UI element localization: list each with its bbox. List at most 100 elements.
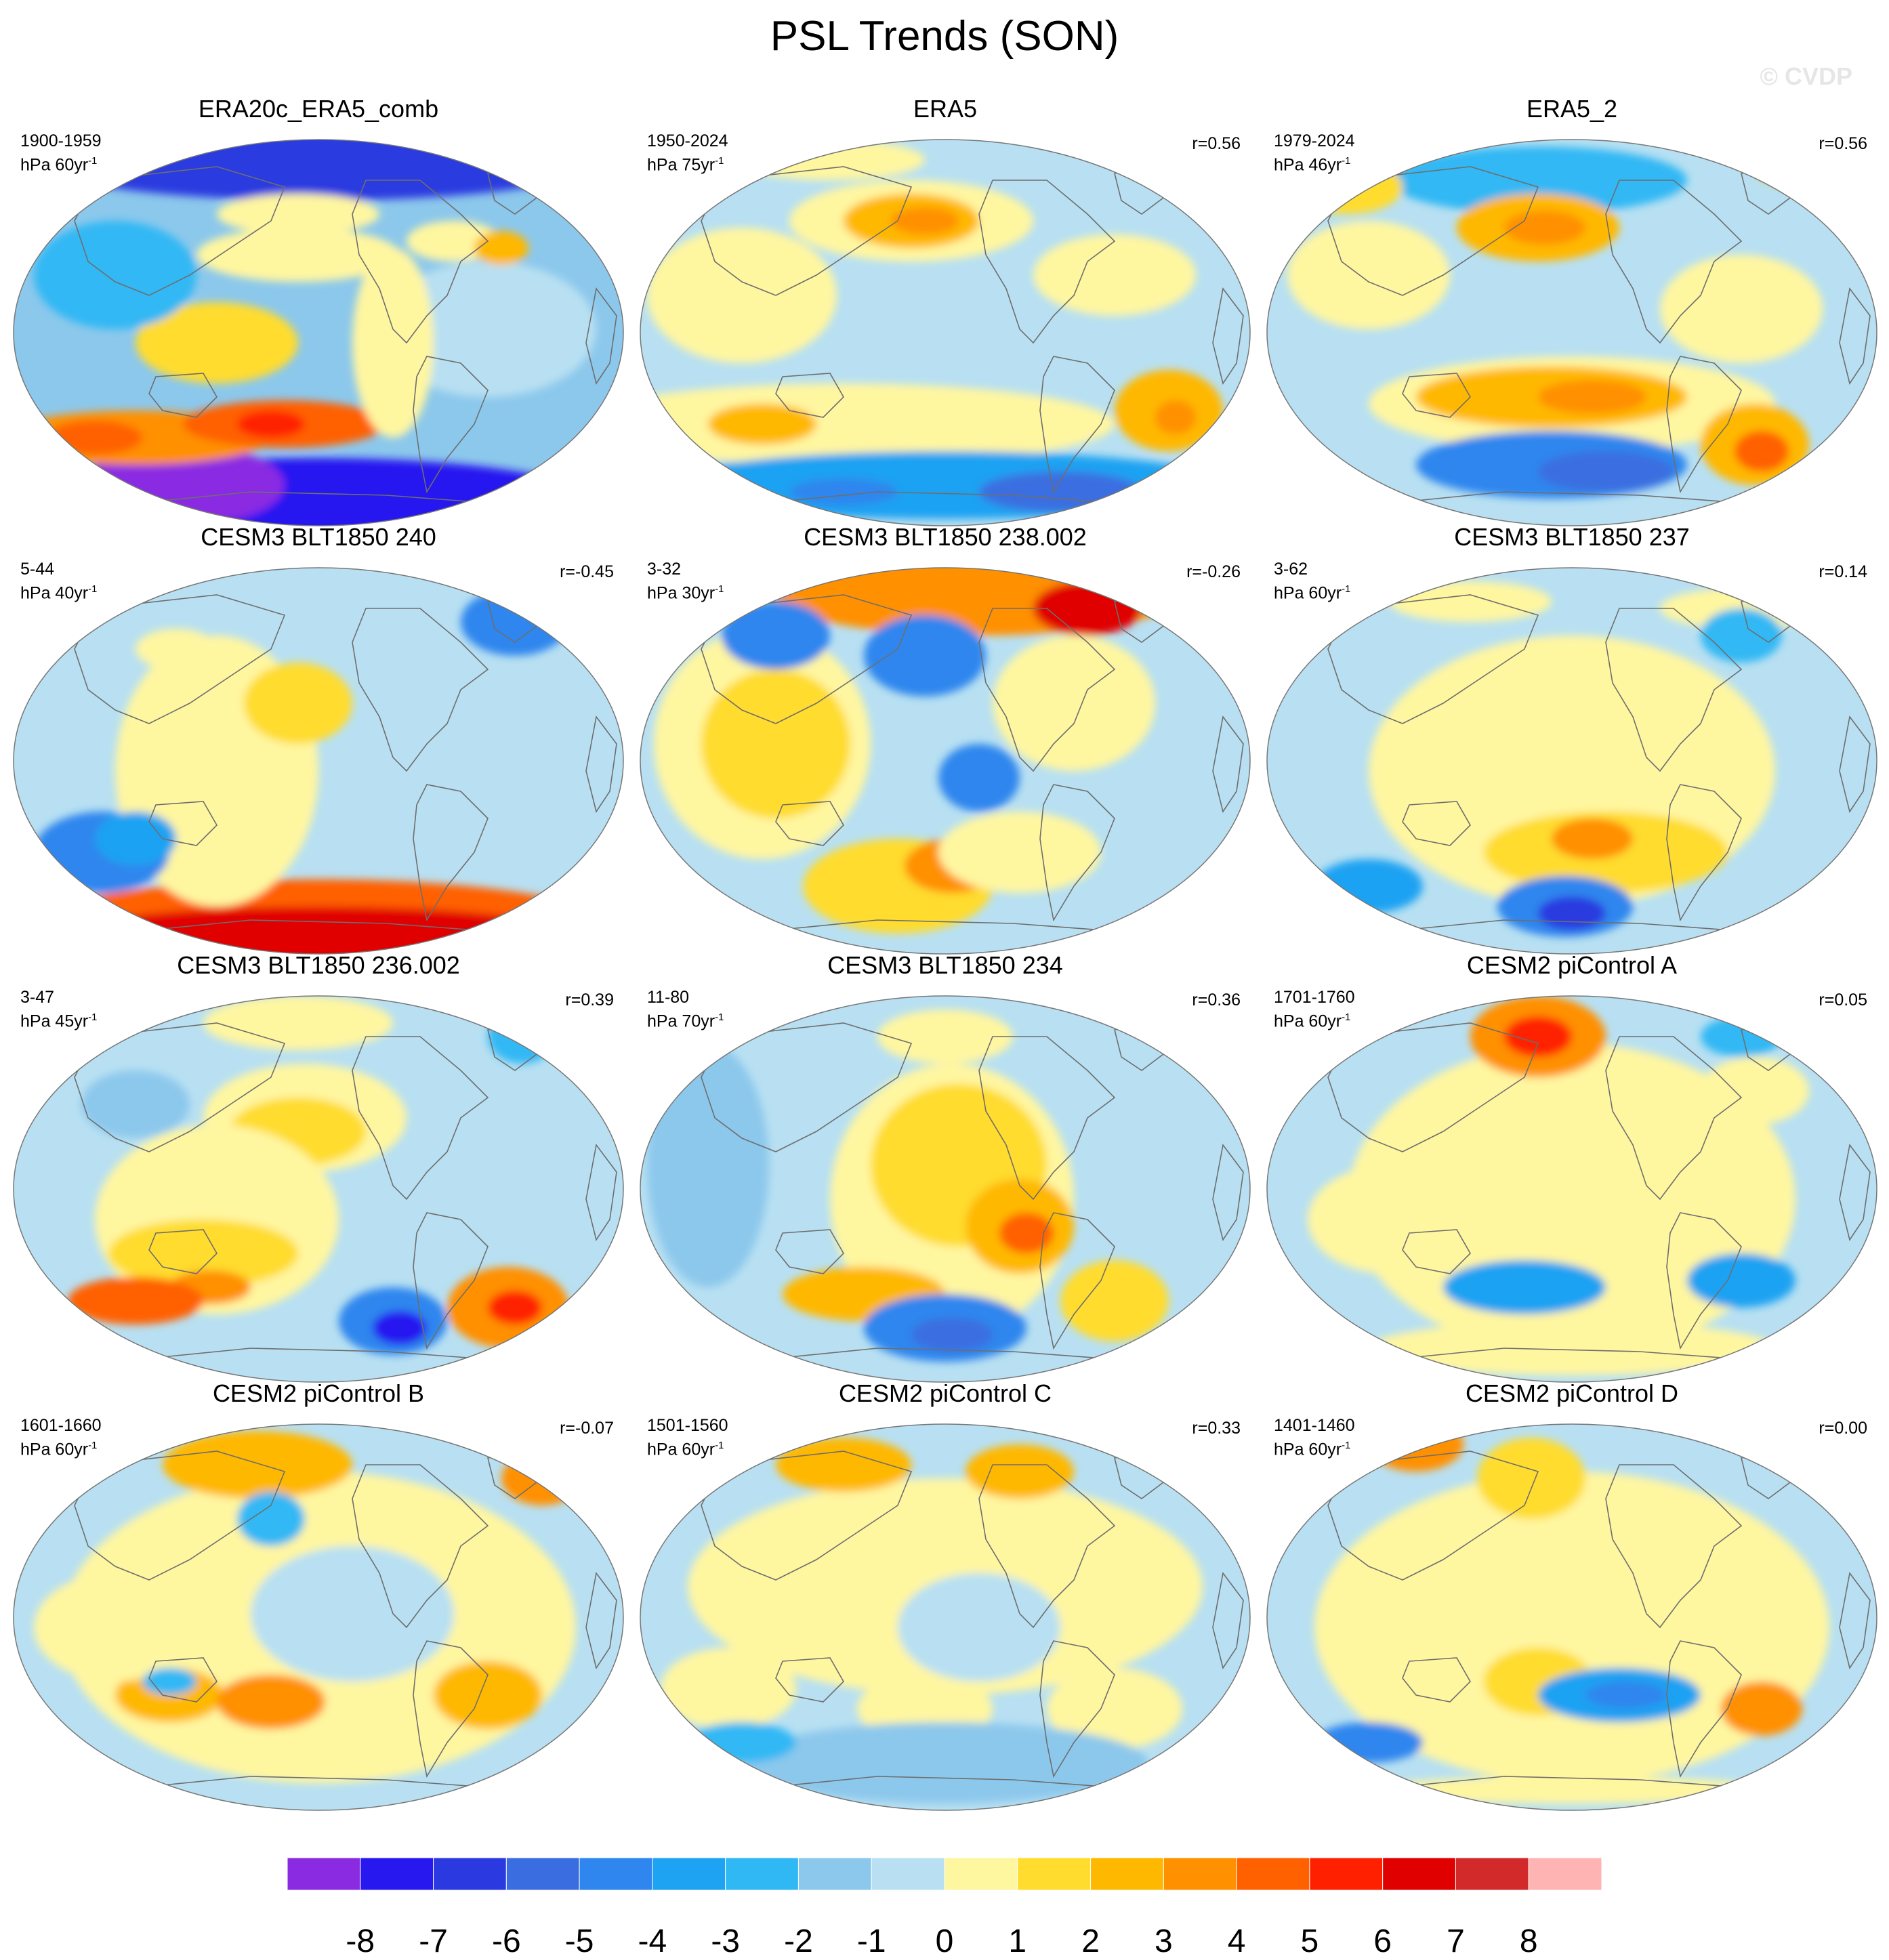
coastline [1039,1640,1115,1778]
coastline [741,1776,1149,1791]
units-exponent: -1 [715,583,724,595]
panel-correlation: r=0.00 [1819,1419,1867,1438]
panel-correlation: r=0.14 [1819,562,1867,581]
trend-contour [688,1722,796,1763]
trend-contour [966,1444,1074,1499]
trend-contour [474,231,528,265]
trend-contour [891,207,959,234]
map-panel: ERA5 1950-2024 hPa 75yr-1 r=0.56 [634,95,1257,528]
colorbar-tick-label: 0 [935,1923,954,1959]
psl-trend-map [1266,995,1877,1383]
coastline [1402,801,1471,846]
colorbar-tick-label: -6 [491,1923,521,1959]
units-exponent: -1 [1342,1012,1351,1023]
coastline [148,1657,217,1703]
map-panel: CESM2 piControl D 1401-1460 hPa 60yr-1 r=0.… [1260,1379,1884,1813]
trend-contour [393,717,556,825]
coastline [1605,180,1743,344]
trend-contour [1369,1321,1775,1375]
colorbar-swatch [1090,1858,1164,1890]
trend-contour [1504,1016,1572,1057]
trend-contour [217,194,379,234]
colorbar-swatch [579,1858,653,1890]
panel-period: 1900-1959 [20,131,102,150]
coastline [1212,287,1244,385]
coastline [741,919,1149,934]
map-border [13,139,624,526]
panel-period: 1401-1460 [1274,1416,1355,1435]
trend-contour [196,228,400,282]
coastline [115,919,522,934]
trend-contour [708,404,816,444]
colorbar-tick-label: 4 [1227,1923,1246,1959]
colorbar-swatch [287,1858,361,1890]
trend-contour [142,1668,196,1695]
trend-contour [701,669,850,818]
coastline [74,1022,286,1152]
colorbar-swatch [725,1858,799,1890]
trend-contour [1735,431,1789,472]
panel-units: hPa 75yr-1 [647,155,724,175]
map-panel: CESM3 BLT1850 234 11-80 hPa 70yr-1 r=0.36 [634,951,1257,1385]
trend-contour [68,1277,203,1325]
trend-contour [647,228,837,363]
trend-contour [1443,1260,1606,1314]
trend-contour [938,812,1101,893]
map-panel: CESM3 BLT1850 238.002 3-32 hPa 30yr-1 r=-0.… [634,523,1257,957]
panel-correlation: r=-0.07 [560,1419,614,1438]
trend-contour [877,1009,1013,1064]
psl-trend-map [640,995,1251,1383]
trend-contour [864,615,986,696]
trend-contour [1155,400,1196,434]
map-border [13,1423,624,1811]
coastline [115,491,522,506]
map-panel: CESM2 piControl B 1601-1660 hPa 60yr-1 r=-0… [7,1379,630,1813]
figure-title: PSL Trends (SON) [770,13,1119,60]
psl-trend-map [1266,1423,1877,1811]
coastline [978,1036,1116,1201]
trend-contour [1585,1682,1667,1709]
trend-contour [911,1318,993,1352]
psl-trend-map [640,139,1251,526]
panel-title: CESM2 piControl A [1466,951,1678,979]
coastline [115,1776,522,1791]
trend-contour [742,1722,1148,1803]
coastline [585,287,617,385]
psl-trend-map [1266,139,1877,526]
colorbar-tick-label: -8 [346,1923,375,1959]
map-border [1266,139,1877,526]
trend-contour [1687,1253,1795,1308]
psl-trend-map [640,567,1251,955]
colorbar-tick-label: -5 [564,1923,594,1959]
trend-contour [661,451,1230,519]
trend-contour [1033,234,1196,316]
panel-correlation: r=0.39 [565,991,614,1009]
trend-contour [661,1648,796,1729]
colorbar-swatch [1309,1858,1384,1890]
trend-contour [1721,1682,1802,1736]
colorbar-swatch [944,1858,1018,1890]
panel-title: ERA20c_ERA5_comb [198,95,439,123]
coastline [1666,784,1742,922]
trend-contour [1287,221,1450,329]
trend-contour [47,906,589,954]
trend-contour [373,1311,427,1345]
coastline [1212,1144,1244,1241]
map-border [640,995,1251,1383]
trend-contour [285,465,556,519]
coastline [1839,1572,1871,1669]
psl-trend-map [13,567,624,955]
coastline [701,1451,913,1581]
units-exponent: -1 [1342,1440,1351,1451]
coastline [413,784,489,922]
coastline [741,1348,1149,1362]
coastline [775,1657,844,1703]
coastline [352,180,489,344]
trend-contour [34,140,603,201]
panel-title: ERA5 [913,95,978,123]
coastline [352,1036,489,1201]
psl-trend-map [13,995,624,1383]
panel-units: hPa 40yr-1 [20,583,98,603]
trend-contour [251,1546,454,1682]
colorbar-tick-label: 2 [1081,1923,1100,1959]
